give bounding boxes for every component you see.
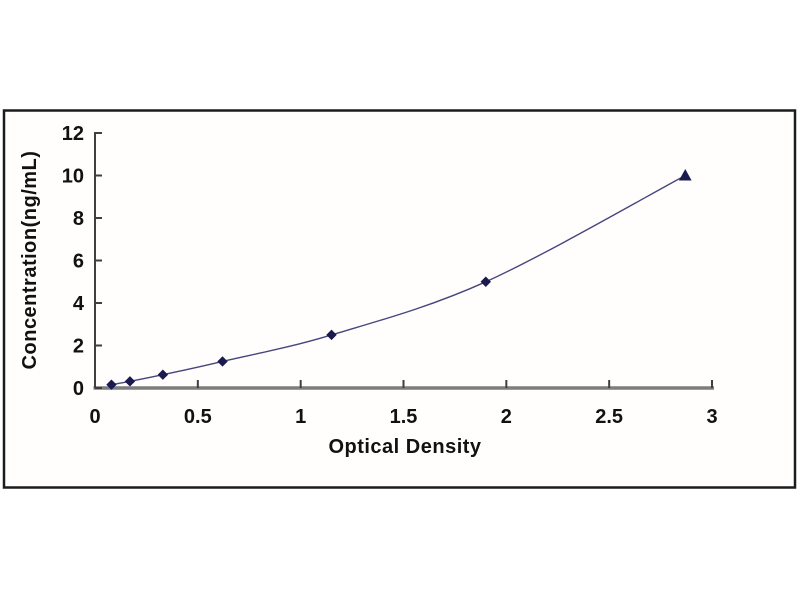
x-tick-label: 0	[89, 406, 100, 428]
data-point-diamond-marker	[106, 379, 117, 390]
x-tick-label: 0.5	[184, 406, 212, 428]
y-tick-label: 4	[73, 293, 85, 315]
x-tick-label: 3	[706, 406, 717, 428]
y-tick-label: 10	[62, 166, 84, 188]
y-tick-label: 2	[73, 336, 84, 358]
x-tick-label: 1.5	[390, 406, 418, 428]
standard-curve-line	[111, 174, 686, 386]
x-axis-tick-labels: 0 0.5 1 1.5 2 2.5 3	[89, 406, 717, 428]
data-point-diamond-marker	[124, 376, 136, 387]
data-points	[106, 168, 692, 390]
y-axis-tick-labels: 0 2 4 6 8 10 12	[62, 123, 85, 400]
y-axis-title: Concentration(ng/mL)	[19, 151, 41, 370]
y-tick-label: 8	[73, 208, 84, 230]
data-point-diamond-marker	[217, 356, 228, 367]
y-tick-label: 6	[73, 251, 84, 273]
chart-frame	[2, 109, 797, 489]
x-axis-title: Optical Density	[328, 436, 481, 458]
y-axis-ticks	[95, 132, 102, 389]
x-tick-label: 2.5	[595, 406, 623, 428]
data-point-diamond-marker	[157, 369, 169, 380]
x-axis-ticks	[94, 380, 713, 388]
x-tick-label: 1	[295, 406, 306, 428]
data-point-diamond-marker	[480, 276, 491, 287]
data-point-triangle-marker	[678, 168, 692, 181]
x-tick-label: 2	[501, 406, 512, 428]
y-tick-label: 0	[73, 378, 84, 400]
data-point-diamond-marker	[326, 329, 337, 341]
y-tick-label: 12	[62, 123, 84, 145]
